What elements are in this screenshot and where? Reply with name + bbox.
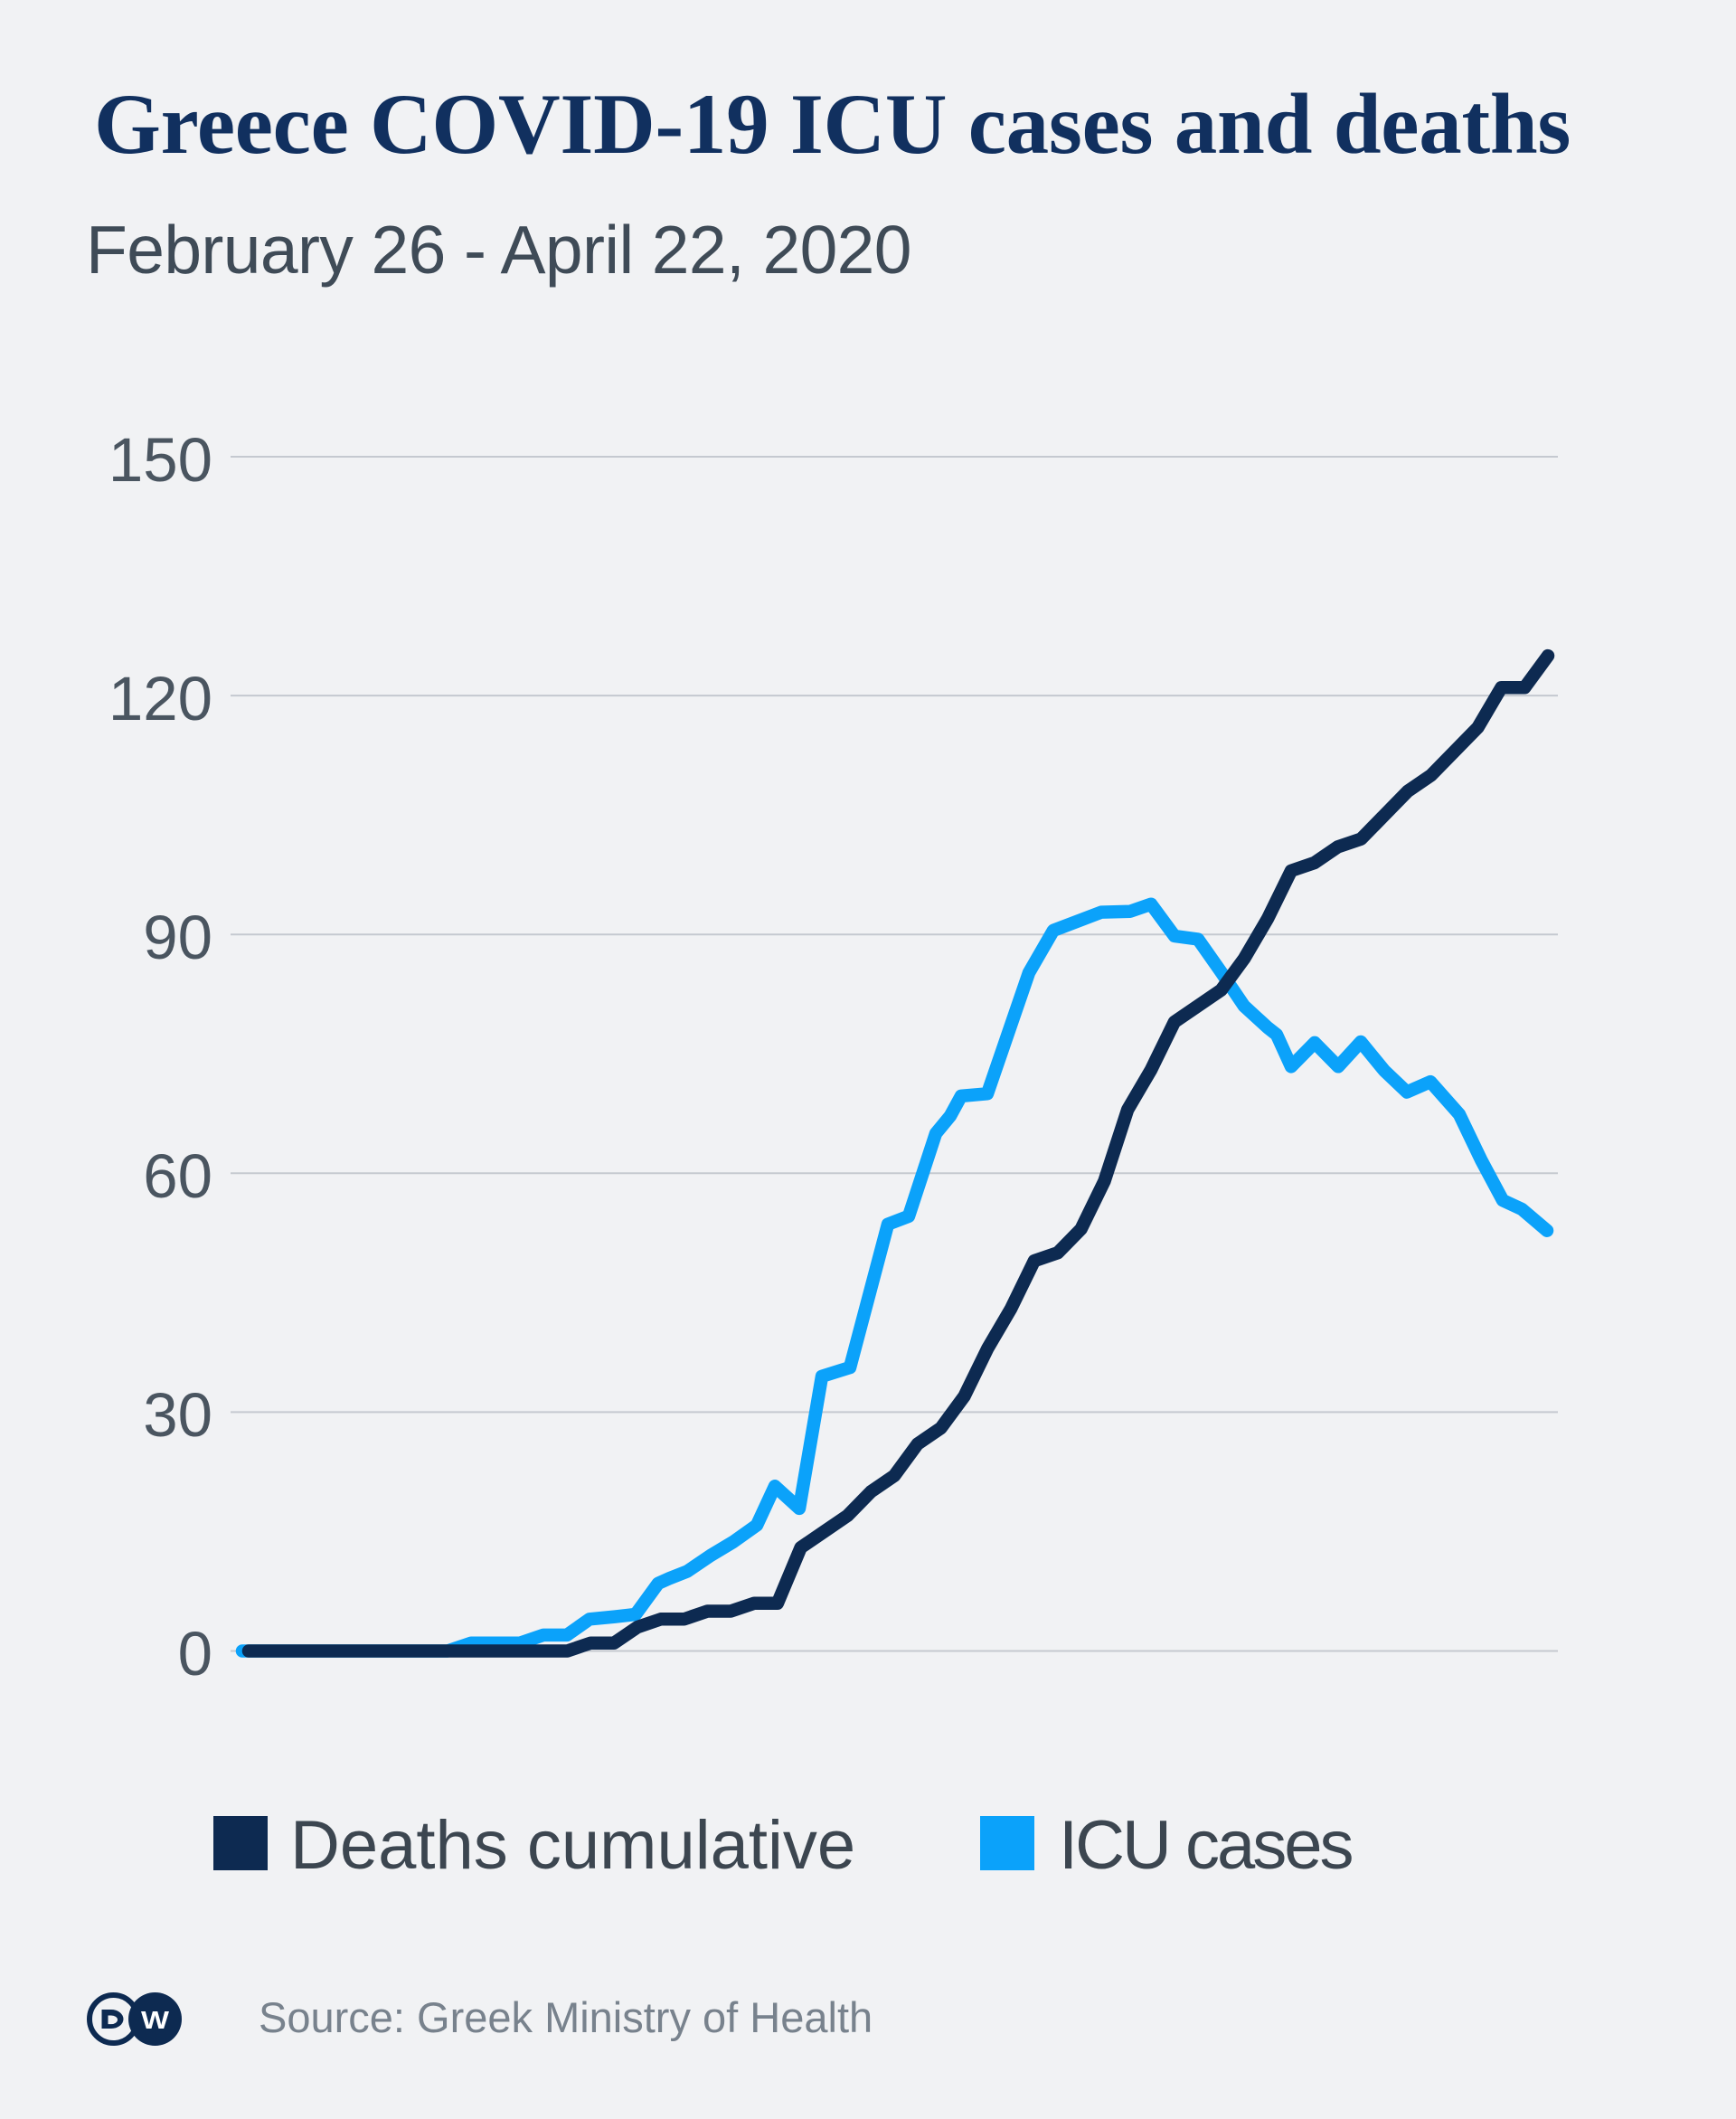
svg-text:W: W [141, 2006, 170, 2034]
